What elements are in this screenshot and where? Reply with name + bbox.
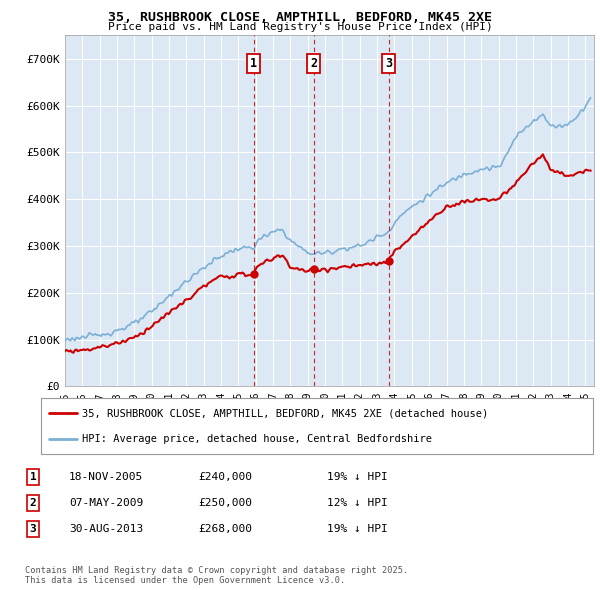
Text: 3: 3 — [385, 57, 392, 70]
Text: 1: 1 — [29, 472, 37, 481]
Text: £268,000: £268,000 — [198, 524, 252, 533]
Text: HPI: Average price, detached house, Central Bedfordshire: HPI: Average price, detached house, Cent… — [82, 434, 432, 444]
Text: Contains HM Land Registry data © Crown copyright and database right 2025.
This d: Contains HM Land Registry data © Crown c… — [25, 566, 409, 585]
Text: 3: 3 — [29, 524, 37, 533]
Text: 12% ↓ HPI: 12% ↓ HPI — [327, 498, 388, 507]
Text: 19% ↓ HPI: 19% ↓ HPI — [327, 472, 388, 481]
Text: 1: 1 — [250, 57, 257, 70]
Text: 2: 2 — [310, 57, 317, 70]
Text: 35, RUSHBROOK CLOSE, AMPTHILL, BEDFORD, MK45 2XE: 35, RUSHBROOK CLOSE, AMPTHILL, BEDFORD, … — [108, 11, 492, 24]
Text: 35, RUSHBROOK CLOSE, AMPTHILL, BEDFORD, MK45 2XE (detached house): 35, RUSHBROOK CLOSE, AMPTHILL, BEDFORD, … — [82, 408, 488, 418]
Text: 30-AUG-2013: 30-AUG-2013 — [69, 524, 143, 533]
Text: 07-MAY-2009: 07-MAY-2009 — [69, 498, 143, 507]
Text: 19% ↓ HPI: 19% ↓ HPI — [327, 524, 388, 533]
Text: £250,000: £250,000 — [198, 498, 252, 507]
Text: Price paid vs. HM Land Registry's House Price Index (HPI): Price paid vs. HM Land Registry's House … — [107, 22, 493, 32]
Text: 2: 2 — [29, 498, 37, 507]
Text: 18-NOV-2005: 18-NOV-2005 — [69, 472, 143, 481]
Text: £240,000: £240,000 — [198, 472, 252, 481]
